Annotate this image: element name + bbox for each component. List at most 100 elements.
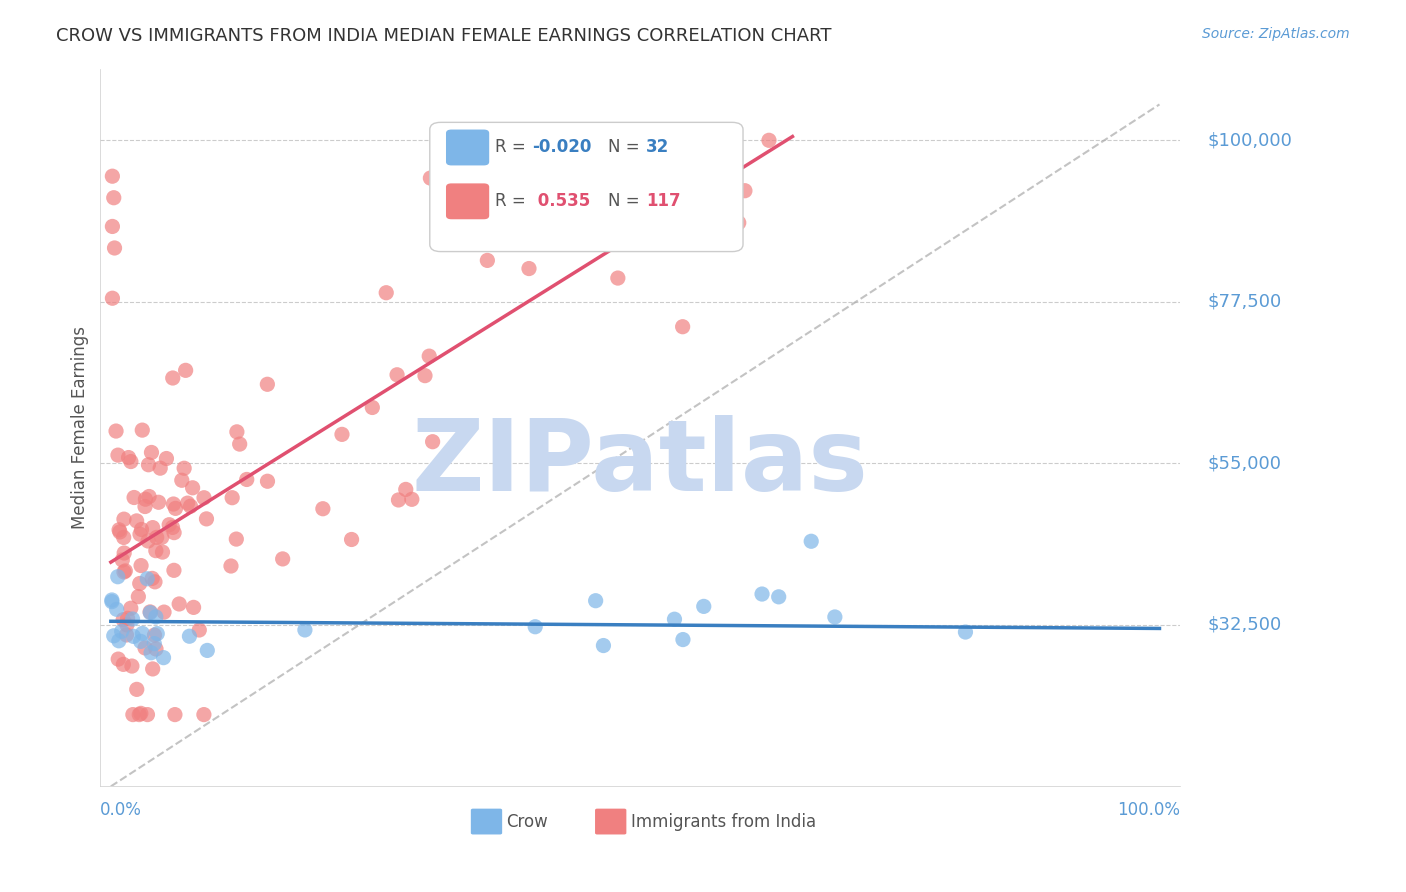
Text: N =: N = (607, 138, 645, 156)
Point (152, 545, 174, 559)
Point (105, 424, 128, 438)
Point (188, 623, 211, 637)
Point (195, 512, 218, 526)
Point (131, 423, 153, 437)
Point (142, 520, 165, 534)
Point (683, 133, 706, 147)
Point (768, 590, 790, 604)
Point (589, 198, 612, 212)
Point (387, 492, 409, 507)
Point (225, 425, 247, 439)
Point (170, 473, 193, 487)
Point (585, 593, 607, 607)
Point (173, 461, 195, 475)
Point (145, 642, 167, 657)
Point (179, 629, 201, 643)
Point (141, 571, 163, 585)
Point (312, 501, 335, 516)
Point (101, 219, 124, 234)
Text: 0.0%: 0.0% (100, 801, 142, 819)
Point (105, 602, 128, 616)
Point (477, 253, 499, 268)
Point (162, 371, 184, 385)
Point (225, 532, 247, 546)
Point (103, 241, 125, 255)
Point (183, 600, 205, 615)
Point (179, 500, 201, 514)
Point (627, 133, 650, 147)
Point (108, 633, 131, 648)
Point (693, 599, 716, 614)
Point (136, 533, 159, 548)
Point (101, 169, 124, 184)
Text: 0.535: 0.535 (533, 193, 591, 211)
FancyBboxPatch shape (446, 184, 489, 219)
Point (127, 590, 149, 604)
Point (112, 531, 135, 545)
Point (122, 707, 145, 722)
Point (592, 639, 614, 653)
Point (219, 559, 242, 574)
Point (195, 643, 218, 657)
Point (569, 133, 592, 147)
Point (101, 291, 124, 305)
Point (149, 461, 172, 475)
Point (138, 490, 160, 504)
Point (517, 261, 540, 276)
Point (375, 285, 398, 300)
Point (134, 640, 156, 655)
Text: $100,000: $100,000 (1208, 131, 1292, 149)
Point (145, 543, 167, 558)
Point (758, 133, 780, 147)
Point (145, 530, 167, 544)
Point (131, 523, 153, 537)
Point (271, 552, 294, 566)
Point (108, 524, 131, 539)
Text: 117: 117 (645, 193, 681, 211)
FancyBboxPatch shape (446, 129, 489, 165)
Point (139, 606, 162, 620)
Point (413, 368, 436, 383)
Point (162, 497, 184, 511)
Point (125, 682, 148, 697)
Point (115, 617, 138, 632)
Point (167, 597, 190, 611)
Point (419, 171, 441, 186)
Point (121, 659, 143, 673)
Point (129, 558, 152, 573)
Point (131, 626, 153, 640)
Point (111, 624, 134, 639)
Point (659, 133, 682, 147)
Point (107, 652, 129, 666)
Point (108, 523, 131, 537)
Point (672, 632, 695, 647)
Point (107, 570, 129, 584)
Point (143, 574, 166, 589)
Point (138, 458, 160, 472)
Point (128, 576, 150, 591)
Point (112, 546, 135, 560)
Point (727, 216, 749, 230)
Point (162, 520, 184, 534)
Text: R =: R = (495, 193, 530, 211)
Point (122, 491, 145, 505)
Point (112, 565, 135, 579)
Point (713, 133, 735, 147)
Point (143, 628, 166, 642)
Y-axis label: Median Female Earnings: Median Female Earnings (72, 326, 89, 529)
Point (129, 706, 152, 721)
FancyBboxPatch shape (430, 122, 742, 252)
Point (111, 553, 134, 567)
Point (330, 427, 353, 442)
Point (112, 512, 135, 526)
Text: 100.0%: 100.0% (1118, 801, 1181, 819)
Point (122, 629, 145, 643)
Text: 32: 32 (645, 138, 669, 156)
Point (117, 611, 139, 625)
Point (153, 605, 176, 619)
Point (228, 437, 250, 451)
Text: $32,500: $32,500 (1208, 615, 1282, 634)
Point (129, 527, 152, 541)
Point (734, 184, 756, 198)
Point (134, 492, 156, 507)
